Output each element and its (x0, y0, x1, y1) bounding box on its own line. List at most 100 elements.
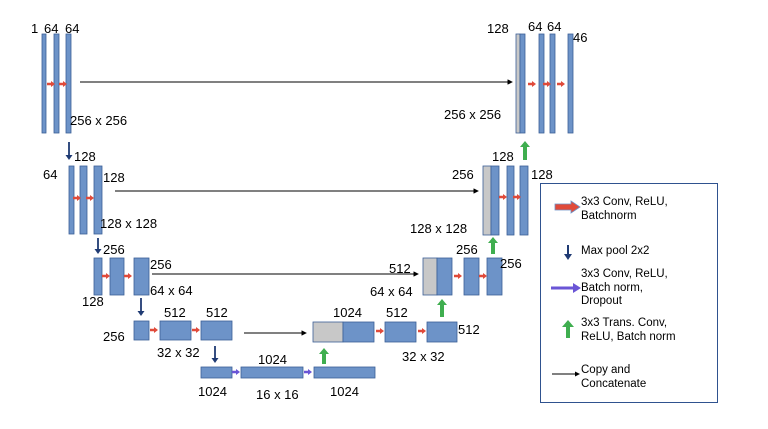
dec2-conv2-arrow (513, 194, 521, 200)
upconv-4-arrow (319, 348, 329, 364)
enc1-conv1-block (53, 33, 60, 134)
maxpool-4-arrow (211, 346, 219, 363)
dec1-conv2-block (549, 33, 556, 134)
enc4-conv2-arrow (192, 327, 200, 333)
dec3-conv2-block (486, 257, 503, 296)
enc1-conv1-arrow (47, 81, 55, 87)
dec2-conv1-block (506, 165, 515, 236)
enc2-conv2-arrow (86, 195, 94, 201)
enc4-input-channels: 256 (103, 329, 125, 344)
dec2-conv1-channels: 128 (492, 149, 514, 164)
enc2-input-block (68, 165, 75, 235)
enc3-conv1-block (109, 257, 125, 296)
dec3-conv1-block (463, 257, 480, 296)
dec4-upconv-block (342, 321, 375, 343)
enc1-conv2-channels: 64 (65, 21, 80, 36)
dec1-conv2-channels: 64 (547, 19, 562, 34)
enc3-conv2-block (133, 257, 150, 296)
dec4-conv2-arrow (418, 328, 426, 334)
dec3-copy-block (422, 257, 438, 296)
dec4-conv2-channels: 512 (458, 322, 480, 337)
enc3-conv2-arrow (124, 273, 132, 279)
bottleneck-conv-block (240, 366, 304, 379)
enc3-size-label: 64 x 64 (150, 283, 193, 298)
enc3-conv1-arrow (102, 273, 110, 279)
bottleneck-conv1-arrow (232, 369, 240, 375)
dec2-conv1-arrow (499, 194, 507, 200)
bottleneck-conv2-arrow (304, 369, 312, 375)
bottleneck-output-channels: 1024 (330, 384, 359, 399)
enc4-conv1-channels: 512 (164, 305, 186, 320)
legend-text-dropout: 3x3 Conv, ReLU, Batch norm, Dropout (581, 268, 668, 308)
legend-text-maxpool: Max pool 2x2 (581, 245, 650, 257)
dec2-size-label: 128 x 128 (410, 221, 468, 236)
legend-item-maxpool: Max pool 2x2 (541, 245, 650, 260)
dec1-output-channels: 46 (573, 30, 588, 45)
bottleneck-size-label: 16 x 16 (256, 387, 299, 402)
upconv-2-arrow (488, 237, 498, 254)
legend-item-transconv: 3x3 Trans. Conv, ReLU, Batch norm (541, 317, 676, 344)
red-right-arrow-icon (554, 200, 581, 214)
enc1-conv2-arrow (59, 81, 67, 87)
dec1-conv1-channels: 64 (528, 19, 543, 34)
enc1-size-label: 256 x 256 (70, 113, 128, 128)
thin-black-arrow-icon (552, 371, 580, 377)
dec3-size-label: 64 x 64 (370, 284, 413, 299)
dec2-concat-channels: 256 (452, 167, 474, 182)
maxpool-3-arrow (137, 298, 145, 316)
dec1-conv2-arrow (543, 81, 551, 87)
legend-item-dropout: 3x3 Conv, ReLU, Batch norm, Dropout (541, 268, 668, 309)
legend-text-copy: Copy and Concatenate (581, 364, 647, 390)
dec2-upconv-block (490, 165, 500, 236)
dec3-conv2-channels: 256 (500, 256, 522, 271)
dec3-conv1-channels: 256 (456, 242, 478, 257)
dec4-concat-channels: 1024 (333, 305, 362, 320)
legend-text-transconv: 3x3 Trans. Conv, ReLU, Batch norm (581, 317, 676, 343)
dec3-concat-channels: 512 (389, 261, 411, 276)
dec1-concat-channels: 128 (487, 21, 509, 36)
enc4-size-label: 32 x 32 (157, 345, 200, 360)
enc4-conv1-arrow (150, 327, 158, 333)
upconv-1-arrow (520, 141, 530, 160)
enc1-conv1-channels: 64 (44, 21, 59, 36)
enc3-conv2-channels: 256 (150, 257, 172, 272)
dec4-copy-block (312, 321, 344, 343)
upconv-3-arrow (437, 299, 447, 317)
enc1-input-block (41, 33, 47, 134)
enc2-conv1-block (79, 165, 88, 235)
bottleneck-input-channels: 1024 (198, 384, 227, 399)
green-up-arrow-icon (562, 320, 574, 338)
dec1-output-block (567, 33, 574, 134)
bottleneck-input-block (200, 366, 233, 379)
enc2-conv2-channels: 128 (103, 170, 125, 185)
dec3-upconv-block (436, 257, 453, 296)
enc4-conv1-block (159, 320, 192, 341)
maxpool-1-arrow (65, 142, 73, 160)
bottleneck-conv-channels: 1024 (258, 352, 287, 367)
enc4-input-block (133, 320, 150, 341)
dec4-conv2-block (426, 321, 458, 343)
enc3-input-block (93, 257, 103, 296)
legend-text-conv: 3x3 Conv, ReLU, Batchnorm (581, 196, 668, 222)
enc1-input-channels: 1 (31, 21, 39, 36)
enc3-input-channels: 128 (82, 294, 104, 309)
bottleneck-output-block (313, 366, 376, 379)
enc2-conv1-channels: 128 (74, 149, 96, 164)
dec2-conv2-block (519, 165, 529, 236)
dec4-size-label: 32 x 32 (402, 349, 445, 364)
enc4-conv2-block (200, 320, 233, 341)
legend-item-copy: Copy and Concatenate (541, 364, 646, 391)
dec1-conv1-arrow (528, 81, 536, 87)
maxpool-2-arrow (94, 238, 102, 254)
dec1-output-arrow (557, 81, 565, 87)
purple-right-arrow-icon (551, 283, 581, 293)
dec3-conv1-arrow (454, 273, 462, 279)
enc2-size-label: 128 x 128 (100, 216, 158, 231)
dec4-conv1-channels: 512 (386, 305, 408, 320)
enc2-input-channels: 64 (43, 167, 58, 182)
dec4-conv1-block (384, 321, 417, 343)
enc3-conv1-channels: 256 (103, 242, 125, 257)
legend-box: 3x3 Conv, ReLU, Batchnorm Max pool 2x2 3… (540, 183, 718, 403)
enc4-conv2-channels: 512 (206, 305, 228, 320)
